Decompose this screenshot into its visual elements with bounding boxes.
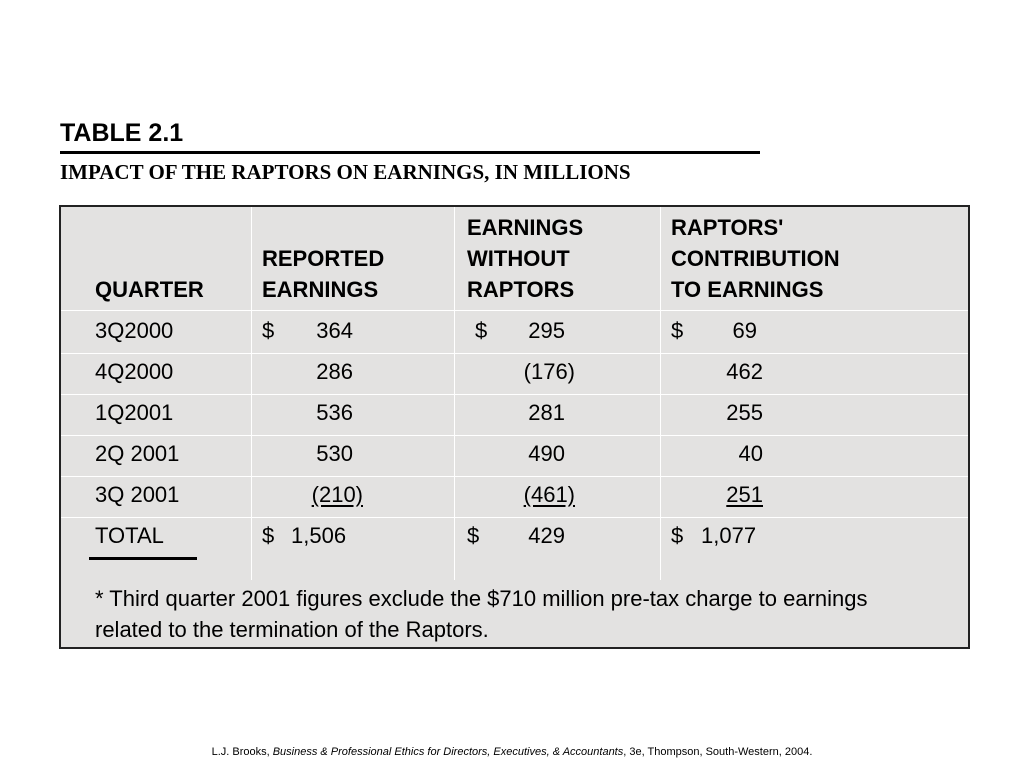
contribution-value: 462 — [726, 359, 763, 384]
citation-author: L.J. Brooks, — [211, 746, 273, 758]
reported-value: 530 — [316, 441, 353, 466]
quarter-cell: 4Q2000 — [95, 359, 174, 384]
header-without-line1: EARNINGS — [467, 215, 584, 240]
without-value: 490 — [528, 441, 565, 466]
contribution-value: 69 — [732, 318, 757, 343]
reported-currency: $ — [262, 523, 275, 548]
table-subtitle: IMPACT OF THE RAPTORS ON EARNINGS, IN MI… — [60, 160, 631, 184]
total-underline — [89, 557, 197, 560]
table-row: 1Q2001 536 281 255 — [61, 394, 968, 435]
column-divider — [454, 207, 455, 580]
quarter-cell: 3Q2000 — [95, 318, 174, 343]
without-value: (461) — [523, 482, 575, 507]
reported-value: 536 — [316, 400, 353, 425]
without-value: 295 — [528, 318, 565, 343]
citation-book-title: Business & Professional Ethics for Direc… — [272, 746, 624, 758]
row-divider — [61, 517, 968, 518]
quarter-cell: 1Q2001 — [95, 400, 174, 425]
row-divider — [61, 435, 968, 436]
column-divider — [660, 207, 661, 580]
title-underline — [60, 151, 760, 154]
header-without-line2: WITHOUT — [467, 246, 570, 271]
row-divider — [61, 353, 968, 354]
reported-value: (210) — [311, 482, 363, 507]
header-without-line3: RAPTORS — [467, 277, 575, 302]
without-value: (176) — [523, 359, 575, 384]
without-value: 429 — [528, 523, 565, 548]
table-title: TABLE 2.1 — [60, 119, 184, 147]
contribution-value: 40 — [738, 441, 763, 466]
table-row: 4Q2000 286 (176) 462 — [61, 353, 968, 394]
table-row-total: TOTAL $ 1,506 $ 429 $ 1,077 — [61, 517, 968, 558]
table-row: 3Q 2001 (210) (461) 251 — [61, 476, 968, 517]
table-row: 2Q 2001 530 490 40 — [61, 435, 968, 476]
earnings-table: QUARTER REPORTED EARNINGS EARNINGS WITHO… — [59, 205, 970, 649]
table-row: 3Q2000 $ 364 $ 295 $ 69 — [61, 312, 968, 353]
contribution-currency: $ — [671, 523, 684, 548]
header-contribution-line3: TO EARNINGS — [671, 277, 824, 302]
contribution-value: 1,077 — [701, 523, 757, 548]
footnote: * Third quarter 2001 figures exclude the… — [95, 586, 868, 642]
citation: L.J. Brooks, Business & Professional Eth… — [0, 745, 1024, 759]
header-reported-line2: EARNINGS — [262, 277, 379, 302]
column-divider — [251, 207, 252, 580]
citation-publisher: , 3e, Thompson, South-Western, 2004. — [623, 746, 813, 758]
header-quarter: QUARTER — [95, 277, 204, 302]
without-currency: $ — [467, 523, 480, 548]
contribution-value: 255 — [726, 400, 763, 425]
reported-value: 1,506 — [291, 523, 347, 548]
header-contribution-line2: CONTRIBUTION — [671, 246, 840, 271]
row-divider — [61, 394, 968, 395]
header-divider — [61, 310, 968, 311]
reported-value: 364 — [316, 318, 353, 343]
quarter-cell: 3Q 2001 — [95, 482, 180, 507]
without-currency: $ — [475, 318, 488, 343]
contribution-currency: $ — [671, 318, 684, 343]
quarter-cell: TOTAL — [95, 523, 164, 548]
reported-currency: $ — [262, 318, 275, 343]
row-divider — [61, 476, 968, 477]
without-value: 281 — [528, 400, 565, 425]
quarter-cell: 2Q 2001 — [95, 441, 180, 466]
header-contribution-line1: RAPTORS' — [671, 215, 784, 240]
header-reported-line1: REPORTED — [262, 246, 385, 271]
contribution-value: 251 — [726, 482, 763, 507]
reported-value: 286 — [316, 359, 353, 384]
